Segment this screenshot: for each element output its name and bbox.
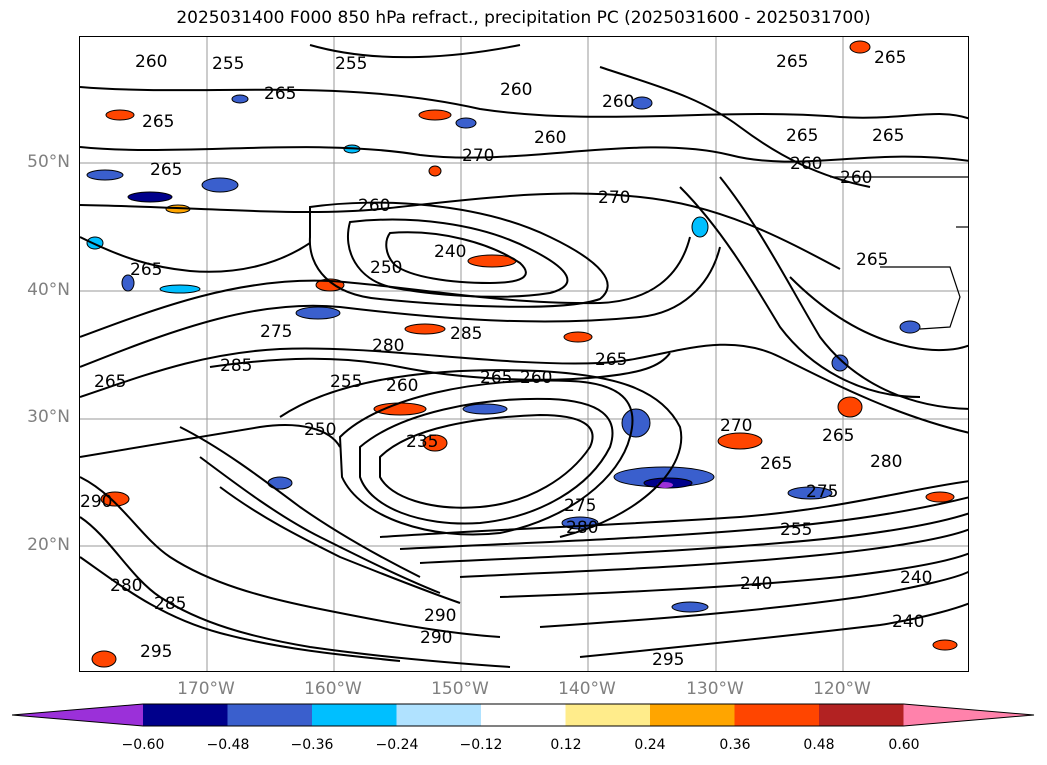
lat-label-20n: 20°N	[27, 535, 70, 555]
contour-label: 265	[150, 160, 182, 180]
contour-label: 285	[450, 324, 482, 344]
contour-label: 255	[335, 54, 367, 74]
precip-shading	[86, 40, 958, 668]
coastline	[830, 176, 968, 330]
contour-label: 240	[900, 568, 932, 588]
contour-label: 275	[260, 322, 292, 342]
colorbar-tick: −0.48	[206, 737, 250, 753]
colorbar-tick: 0.60	[888, 737, 920, 753]
colorbar-tick: −0.60	[121, 737, 165, 753]
contour-label: 270	[598, 188, 630, 208]
contour-label: 250	[304, 420, 336, 440]
colorbar-tick: 0.36	[719, 737, 751, 753]
colorbar-segment	[396, 704, 482, 726]
contour-label: 265	[142, 112, 174, 132]
contour-label: 265	[786, 126, 818, 146]
contour-label: 260	[790, 154, 822, 174]
map-canvas: 255 260 265 255 260 260 265 265 260 265 …	[80, 37, 968, 671]
contour-label: 280	[566, 518, 598, 538]
contour-label: 290	[424, 606, 456, 626]
lon-label-130w: 130°W	[686, 679, 744, 699]
contour-label: 295	[652, 650, 684, 670]
lon-label-150w: 150°W	[431, 679, 489, 699]
contour-label: 255	[212, 54, 244, 74]
colorbar-graphic	[12, 703, 1035, 727]
lat-label-30n: 30°N	[27, 407, 70, 427]
contour-label: 250	[370, 258, 402, 278]
contour-label: 290	[420, 628, 452, 648]
contour-label: 265	[760, 454, 792, 474]
refractivity-contours	[80, 44, 968, 668]
contour-label: 265	[480, 368, 512, 388]
lon-label-160w: 160°W	[304, 679, 362, 699]
contour-label: 265	[872, 126, 904, 146]
colorbar-tick: −0.24	[375, 737, 419, 753]
colorbar-tick: 0.12	[550, 737, 582, 753]
colorbar-segment	[481, 704, 566, 726]
colorbar-segment	[734, 704, 820, 726]
contour-label: 290	[80, 492, 112, 512]
contour-label: 265	[130, 260, 162, 280]
colorbar-segment	[650, 704, 735, 726]
colorbar	[12, 703, 1035, 727]
colorbar-segment	[227, 704, 313, 726]
colorbar-segment	[819, 704, 904, 726]
colorbar-extend-low	[12, 704, 143, 726]
map-title: 2025031400 F000 850 hPa refract., precip…	[176, 8, 871, 28]
contour-label: 265	[822, 426, 854, 446]
colorbar-segment	[312, 704, 397, 726]
graticule	[80, 37, 968, 671]
contour-label: 240	[434, 242, 466, 262]
contour-label: 265	[595, 350, 627, 370]
contour-label: 265	[94, 372, 126, 392]
contour-label: 255	[330, 372, 362, 392]
map-panel: 255 260 265 255 260 260 265 265 260 265 …	[79, 36, 969, 672]
colorbar-outline	[12, 703, 1035, 727]
contour-label: 265	[856, 250, 888, 270]
contour-label: 235	[406, 432, 438, 452]
lon-label-120w: 120°W	[813, 679, 871, 699]
contour-label: 280	[110, 576, 142, 596]
contour-label: 265	[874, 48, 906, 68]
contour-label: 270	[720, 416, 752, 436]
lat-label-40n: 40°N	[27, 280, 70, 300]
lon-label-140w: 140°W	[558, 679, 616, 699]
contour-label: 260	[135, 52, 167, 72]
contour-label: 280	[870, 452, 902, 472]
colorbar-tick: 0.48	[803, 737, 835, 753]
contour-label: 265	[776, 52, 808, 72]
contour-label: 295	[140, 642, 172, 662]
lon-label-170w: 170°W	[177, 679, 235, 699]
colorbar-tick: −0.36	[290, 737, 334, 753]
contour-label: 240	[892, 612, 924, 632]
contour-label: 270	[462, 146, 494, 166]
colorbar-tick: 0.24	[634, 737, 666, 753]
colorbar-segment	[565, 704, 651, 726]
contour-label: 275	[806, 482, 838, 502]
contour-label: 260	[534, 128, 566, 148]
contour-label: 285	[220, 356, 252, 376]
contour-label: 260	[500, 80, 532, 100]
colorbar-tick: −0.12	[459, 737, 503, 753]
contour-labels: 255 260 265 255 260 260 265 265 260 265 …	[80, 48, 932, 670]
contour-label: 285	[154, 594, 186, 614]
contour-label: 260	[602, 92, 634, 112]
contour-label: 275	[564, 496, 596, 516]
contour-label: 260	[358, 196, 390, 216]
contour-label: 240	[740, 574, 772, 594]
lat-label-50n: 50°N	[27, 152, 70, 172]
colorbar-segment	[143, 704, 228, 726]
contour-label: 260	[840, 168, 872, 188]
contour-label: 265	[264, 84, 296, 104]
colorbar-extend-high	[903, 704, 1034, 726]
contour-label: 255	[780, 520, 812, 540]
contour-label: 280	[372, 336, 404, 356]
contour-label: 260	[386, 376, 418, 396]
contour-label: 260	[520, 368, 552, 388]
